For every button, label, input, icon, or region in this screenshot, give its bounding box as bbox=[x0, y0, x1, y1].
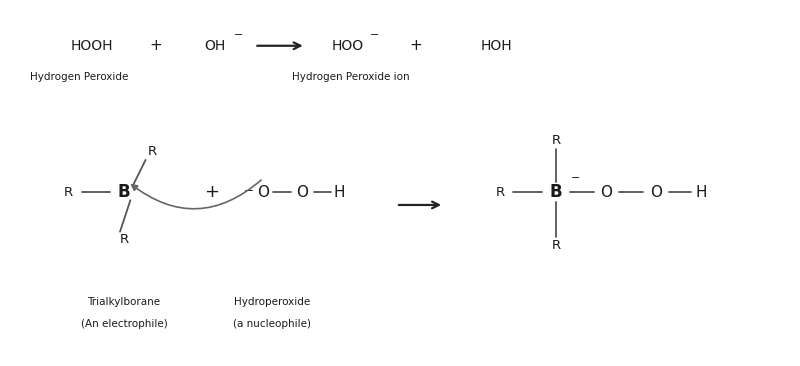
Text: H: H bbox=[695, 185, 706, 199]
Text: −: − bbox=[570, 173, 580, 183]
Text: Hydrogen Peroxide ion: Hydrogen Peroxide ion bbox=[292, 72, 410, 82]
Text: B: B bbox=[118, 183, 130, 201]
Text: OH: OH bbox=[204, 39, 225, 53]
Text: (An electrophile): (An electrophile) bbox=[81, 319, 167, 329]
Text: H: H bbox=[334, 185, 345, 199]
Text: R: R bbox=[551, 134, 561, 147]
Text: −: − bbox=[244, 184, 254, 197]
Text: HOO: HOO bbox=[332, 39, 364, 53]
Text: R: R bbox=[495, 186, 505, 199]
Text: HOH: HOH bbox=[480, 39, 512, 53]
Text: +: + bbox=[150, 38, 162, 53]
Text: R: R bbox=[551, 239, 561, 252]
Text: O: O bbox=[296, 185, 308, 199]
Text: O: O bbox=[258, 185, 269, 199]
Text: (a nucleophile): (a nucleophile) bbox=[233, 319, 311, 329]
Text: −: − bbox=[234, 30, 243, 40]
Text: +: + bbox=[205, 183, 219, 201]
Text: B: B bbox=[550, 183, 562, 201]
Text: −: − bbox=[370, 30, 379, 40]
Text: Hydrogen Peroxide: Hydrogen Peroxide bbox=[30, 72, 129, 82]
Text: Hydroperoxide: Hydroperoxide bbox=[234, 297, 310, 307]
Text: R: R bbox=[63, 186, 73, 199]
Text: O: O bbox=[600, 185, 613, 199]
Text: Trialkylborane: Trialkylborane bbox=[87, 297, 161, 307]
Text: +: + bbox=[410, 38, 422, 53]
Text: O: O bbox=[650, 185, 662, 199]
Text: R: R bbox=[147, 145, 157, 158]
Text: R: R bbox=[119, 233, 129, 246]
Text: HOOH: HOOH bbox=[70, 39, 114, 53]
